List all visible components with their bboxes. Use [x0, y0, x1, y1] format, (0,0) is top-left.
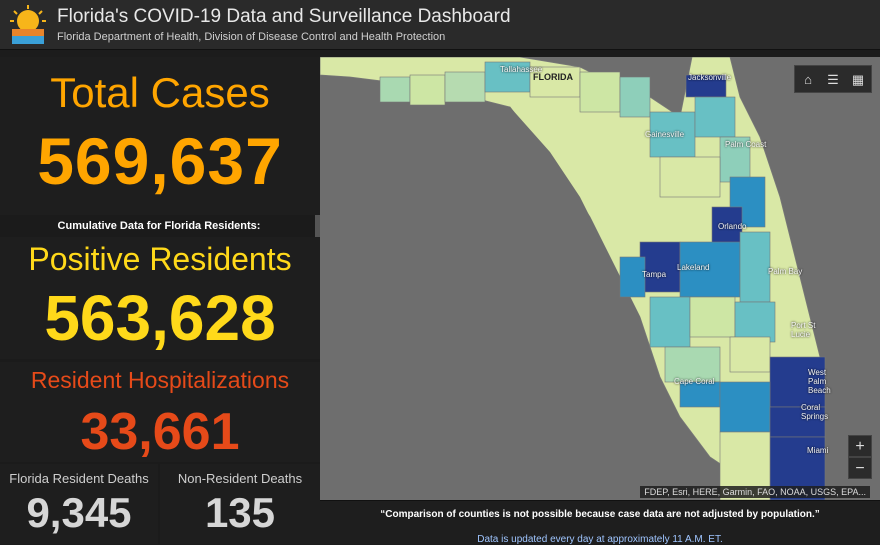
county[interactable]	[694, 96, 736, 138]
positive-residents-label: Positive Residents	[28, 241, 292, 277]
florida-counties-svg[interactable]	[320, 57, 880, 500]
county[interactable]	[649, 296, 691, 348]
cumulative-note: Cumulative Data for Florida Residents:	[57, 220, 261, 232]
map-label: FLORIDA	[533, 72, 573, 82]
basemap-icon[interactable]: ▦	[851, 72, 865, 87]
nonresident-deaths-label: Non-Resident Deaths	[177, 471, 303, 486]
map-label: Cape Coral	[674, 377, 715, 386]
county[interactable]	[444, 71, 486, 103]
florida-health-logo	[10, 5, 46, 45]
county[interactable]	[639, 241, 681, 293]
county[interactable]	[711, 206, 743, 244]
hospitalizations-card: Resident Hospitalizations 33,661	[0, 362, 320, 462]
comparison-note: “Comparison of counties is not possible …	[380, 509, 820, 520]
zoom-in-button[interactable]: +	[848, 435, 872, 457]
map-label: Palm Bay	[768, 267, 803, 276]
map-label: Miami	[807, 446, 829, 455]
county[interactable]	[689, 296, 736, 338]
positive-residents-value: 563,628	[44, 282, 276, 354]
county[interactable]	[729, 336, 771, 373]
map-label: Lakeland	[677, 263, 710, 272]
home-icon[interactable]: ⌂	[804, 72, 812, 87]
map-attribution[interactable]: FDEP, Esri, HERE, Garmin, FAO, NOAA, USG…	[640, 486, 870, 498]
resident-deaths-card: Florida Resident Deaths 9,345	[0, 464, 158, 544]
map-label: Gainesville	[645, 130, 685, 139]
map-label: West Palm Beach	[808, 368, 831, 395]
total-cases-value: 569,637	[37, 124, 283, 198]
stats-panel: Total Cases 569,637 Cumulative Data for …	[0, 57, 320, 544]
map-label: Tampa	[642, 270, 667, 279]
hospitalizations-label: Resident Hospitalizations	[30, 367, 290, 393]
map-footer: “Comparison of counties is not possible …	[320, 500, 880, 545]
county[interactable]	[719, 381, 771, 433]
county[interactable]	[579, 71, 621, 113]
dashboard-title: Florida's COVID-19 Data and Surveillance…	[57, 6, 511, 27]
county[interactable]	[484, 61, 531, 93]
map-toolbar: ⌂ ☰ ▦	[794, 65, 872, 93]
county[interactable]	[649, 111, 696, 158]
dashboard-subtitle: Florida Department of Health, Division o…	[57, 31, 446, 43]
county[interactable]	[529, 66, 581, 98]
map-label: Tallahassee	[500, 65, 543, 74]
county[interactable]	[409, 74, 446, 106]
county[interactable]	[619, 256, 646, 298]
county[interactable]	[739, 231, 771, 303]
resident-deaths-value: 9,345	[26, 489, 132, 536]
scrollbar[interactable]	[315, 215, 320, 237]
county[interactable]	[679, 381, 721, 408]
gulf-water	[320, 107, 650, 357]
map-label: Port St Lucie	[791, 321, 816, 339]
map-label: Palm Coast	[725, 140, 767, 149]
county[interactable]	[679, 241, 741, 298]
resident-deaths-label: Florida Resident Deaths	[9, 471, 149, 486]
county[interactable]	[769, 406, 826, 438]
county[interactable]	[659, 156, 721, 198]
legend-icon[interactable]: ☰	[827, 72, 839, 87]
map-label: Orlando	[718, 222, 747, 231]
county[interactable]	[664, 346, 721, 383]
map-label: Coral Springs	[801, 403, 829, 421]
total-cases-label: Total Cases	[50, 69, 270, 116]
county[interactable]	[769, 356, 826, 408]
zoom-out-button[interactable]: −	[848, 457, 872, 479]
county[interactable]	[619, 76, 651, 118]
positive-residents-card: Positive Residents 563,628	[0, 237, 320, 359]
total-cases-card: Total Cases 569,637	[0, 57, 320, 215]
map-label: Jacksonville	[688, 73, 732, 82]
nonresident-deaths-value: 135	[204, 489, 276, 536]
county[interactable]	[734, 301, 776, 343]
nonresident-deaths-card: Non-Resident Deaths 135	[160, 464, 320, 544]
hospitalizations-value: 33,661	[80, 403, 240, 461]
header: Florida's COVID-19 Data and Surveillance…	[0, 0, 880, 50]
county[interactable]	[379, 76, 411, 103]
county-map[interactable]: FLORIDA Tallahassee Jacksonville Gainesv…	[320, 57, 880, 500]
update-note: Data is updated every day at approximate…	[477, 534, 723, 545]
